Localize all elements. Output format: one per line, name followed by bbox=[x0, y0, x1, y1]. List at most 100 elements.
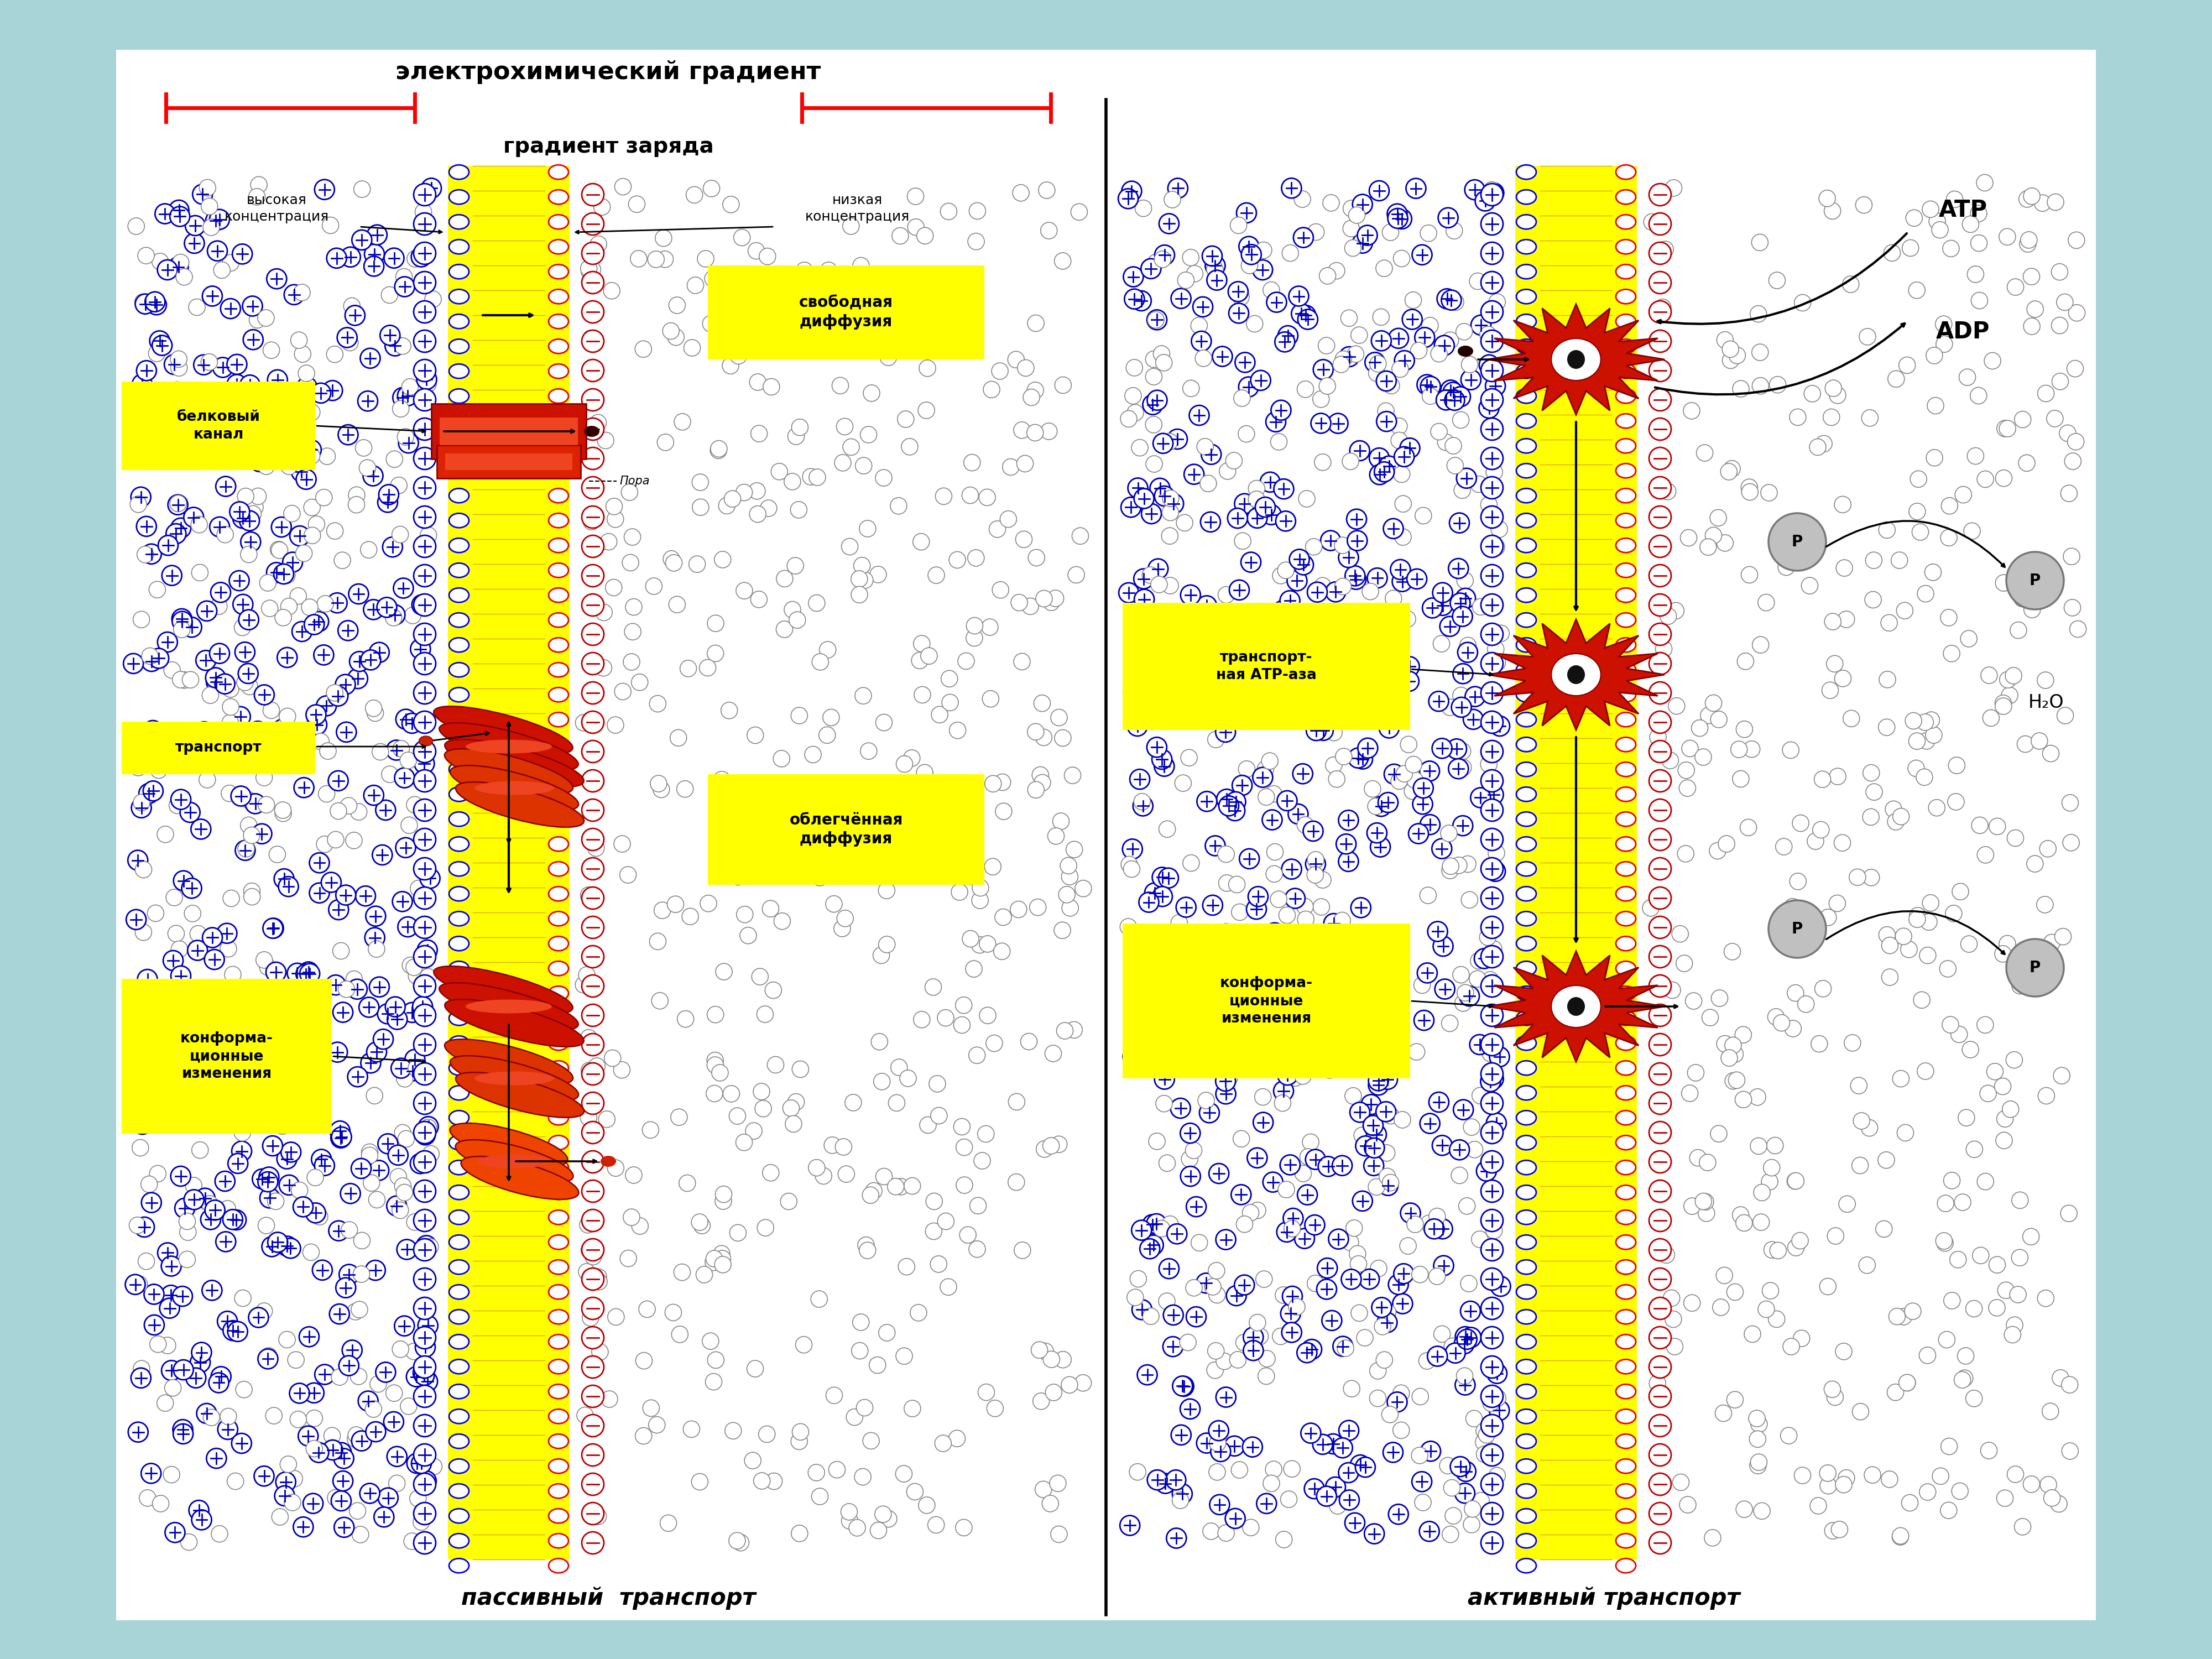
Circle shape bbox=[757, 1005, 774, 1022]
Circle shape bbox=[411, 1453, 431, 1473]
Circle shape bbox=[1166, 1528, 1186, 1548]
Ellipse shape bbox=[1615, 961, 1637, 975]
Circle shape bbox=[1334, 664, 1354, 684]
Circle shape bbox=[1460, 637, 1475, 654]
Circle shape bbox=[1376, 1352, 1394, 1369]
Circle shape bbox=[880, 348, 896, 365]
Circle shape bbox=[1728, 1392, 1743, 1408]
Circle shape bbox=[1208, 732, 1223, 748]
Circle shape bbox=[1659, 1246, 1674, 1262]
Circle shape bbox=[1051, 1136, 1066, 1153]
Circle shape bbox=[925, 979, 942, 995]
Circle shape bbox=[1376, 1102, 1396, 1121]
Circle shape bbox=[1661, 752, 1679, 768]
Circle shape bbox=[177, 672, 192, 688]
Circle shape bbox=[1283, 1460, 1301, 1477]
Circle shape bbox=[246, 753, 263, 770]
Circle shape bbox=[1192, 297, 1212, 317]
Circle shape bbox=[1029, 781, 1044, 798]
Ellipse shape bbox=[449, 1259, 469, 1274]
Ellipse shape bbox=[1517, 1259, 1535, 1274]
Circle shape bbox=[1263, 1475, 1279, 1491]
Circle shape bbox=[575, 715, 593, 732]
Circle shape bbox=[1144, 685, 1159, 702]
Circle shape bbox=[1966, 1390, 1982, 1407]
Circle shape bbox=[1909, 503, 1924, 519]
Ellipse shape bbox=[449, 886, 469, 901]
Circle shape bbox=[1356, 1136, 1376, 1156]
Circle shape bbox=[1298, 309, 1318, 328]
Circle shape bbox=[1679, 780, 1697, 796]
Circle shape bbox=[217, 476, 237, 496]
Circle shape bbox=[664, 324, 679, 340]
Circle shape bbox=[243, 297, 263, 317]
Circle shape bbox=[161, 1256, 181, 1276]
Circle shape bbox=[1429, 692, 1449, 712]
Circle shape bbox=[582, 330, 599, 347]
Ellipse shape bbox=[1517, 289, 1535, 304]
Circle shape bbox=[1391, 360, 1409, 377]
Circle shape bbox=[338, 620, 358, 640]
Circle shape bbox=[1405, 783, 1420, 800]
Circle shape bbox=[659, 1515, 677, 1531]
Circle shape bbox=[1924, 564, 1942, 581]
Ellipse shape bbox=[1517, 1384, 1535, 1399]
Circle shape bbox=[1245, 640, 1265, 660]
Circle shape bbox=[701, 896, 717, 912]
Circle shape bbox=[1265, 786, 1283, 803]
Circle shape bbox=[1433, 1219, 1453, 1239]
Circle shape bbox=[1283, 246, 1298, 262]
Circle shape bbox=[1383, 519, 1402, 539]
Circle shape bbox=[374, 1506, 394, 1526]
Circle shape bbox=[1710, 843, 1725, 859]
Circle shape bbox=[1455, 1327, 1475, 1347]
Circle shape bbox=[168, 201, 188, 221]
Circle shape bbox=[723, 1085, 739, 1102]
Circle shape bbox=[228, 1153, 248, 1173]
Circle shape bbox=[1243, 1327, 1263, 1347]
Circle shape bbox=[1208, 1463, 1225, 1480]
Circle shape bbox=[1480, 946, 1502, 967]
Circle shape bbox=[648, 1417, 666, 1433]
Circle shape bbox=[1836, 1344, 1851, 1360]
Circle shape bbox=[588, 839, 604, 856]
Circle shape bbox=[407, 251, 422, 267]
Circle shape bbox=[907, 219, 925, 236]
Circle shape bbox=[703, 315, 719, 332]
Circle shape bbox=[1230, 1060, 1248, 1077]
Circle shape bbox=[1767, 1136, 1783, 1153]
Circle shape bbox=[1940, 529, 1958, 546]
Circle shape bbox=[1911, 524, 1929, 541]
Circle shape bbox=[1493, 625, 1509, 642]
Circle shape bbox=[144, 1083, 164, 1103]
Circle shape bbox=[1909, 733, 1924, 750]
Circle shape bbox=[268, 269, 288, 289]
Circle shape bbox=[241, 791, 257, 808]
Circle shape bbox=[1051, 710, 1066, 727]
Circle shape bbox=[940, 670, 958, 687]
Circle shape bbox=[217, 924, 237, 944]
Circle shape bbox=[1657, 241, 1674, 257]
Circle shape bbox=[1473, 1493, 1489, 1510]
Circle shape bbox=[582, 1241, 597, 1258]
Circle shape bbox=[1274, 1009, 1290, 1025]
Circle shape bbox=[1752, 343, 1767, 360]
Circle shape bbox=[748, 332, 765, 348]
Circle shape bbox=[179, 1213, 195, 1229]
Circle shape bbox=[624, 1209, 639, 1226]
Circle shape bbox=[221, 715, 239, 732]
Circle shape bbox=[208, 1372, 228, 1392]
Circle shape bbox=[902, 750, 920, 766]
Circle shape bbox=[367, 941, 385, 957]
Circle shape bbox=[869, 1523, 887, 1540]
Circle shape bbox=[1949, 757, 1964, 773]
Circle shape bbox=[787, 557, 803, 574]
Circle shape bbox=[369, 1160, 389, 1180]
Circle shape bbox=[1190, 317, 1208, 333]
Circle shape bbox=[927, 1193, 942, 1209]
Circle shape bbox=[204, 1408, 219, 1425]
Circle shape bbox=[414, 300, 436, 324]
Circle shape bbox=[807, 1160, 825, 1176]
Circle shape bbox=[2037, 385, 2055, 401]
Circle shape bbox=[1301, 1423, 1321, 1443]
